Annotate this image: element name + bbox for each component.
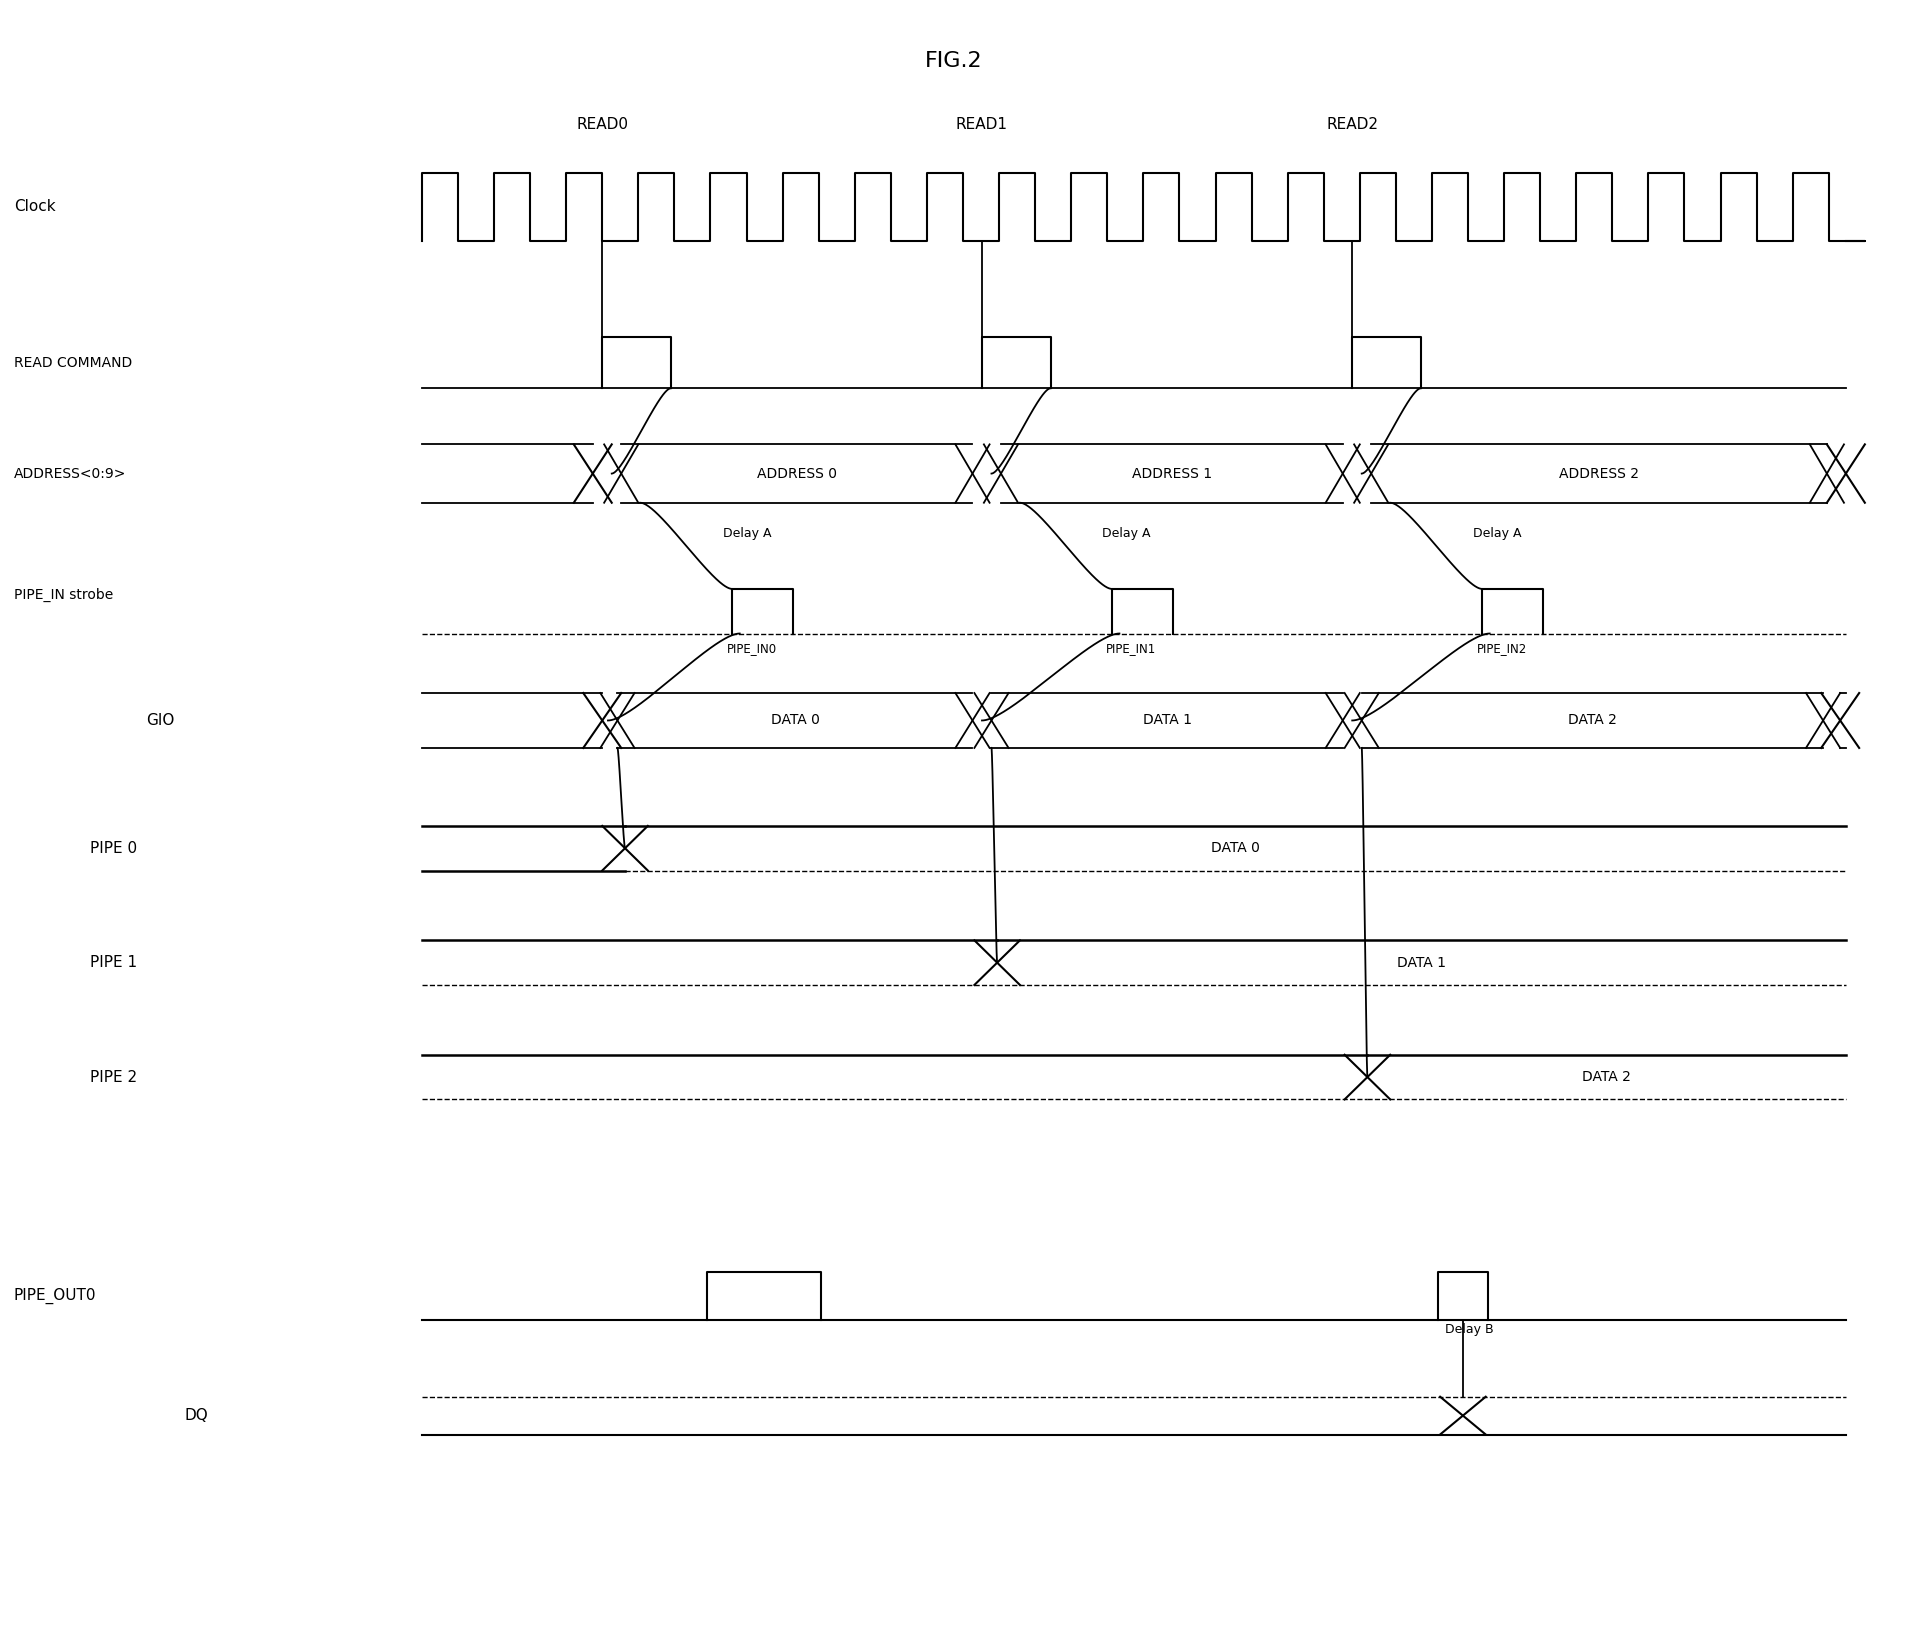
Text: ADDRESS<0:9>: ADDRESS<0:9> [13,467,126,480]
Text: DATA 1: DATA 1 [1142,713,1192,728]
Text: READ2: READ2 [1325,117,1379,131]
Text: ADDRESS 1: ADDRESS 1 [1131,467,1213,480]
Text: Delay B: Delay B [1446,1323,1493,1336]
Text: Clock: Clock [13,199,55,214]
Text: DATA 1: DATA 1 [1398,956,1446,969]
Text: PIPE_IN2: PIPE_IN2 [1476,642,1528,654]
Text: READ COMMAND: READ COMMAND [13,355,132,370]
Text: PIPE_IN strobe: PIPE_IN strobe [13,588,113,601]
Text: ADDRESS 2: ADDRESS 2 [1560,467,1638,480]
Text: READ0: READ0 [576,117,627,131]
Text: DATA 0: DATA 0 [1211,841,1261,856]
Text: FIG.2: FIG.2 [925,51,982,71]
Text: Delay A: Delay A [1472,527,1522,541]
Text: DATA 0: DATA 0 [770,713,820,728]
Text: Delay A: Delay A [1102,527,1150,541]
Text: PIPE_OUT0: PIPE_OUT0 [13,1288,95,1305]
Text: PIPE 0: PIPE 0 [90,841,137,856]
Text: READ1: READ1 [955,117,1009,131]
Text: ADDRESS 0: ADDRESS 0 [757,467,837,480]
Text: GIO: GIO [147,713,175,728]
Text: DQ: DQ [185,1408,208,1423]
Text: PIPE 1: PIPE 1 [90,955,137,969]
Text: PIPE_IN1: PIPE_IN1 [1106,642,1156,654]
Text: PIPE_IN0: PIPE_IN0 [727,642,776,654]
Text: PIPE 2: PIPE 2 [90,1070,137,1084]
Text: Delay A: Delay A [723,527,770,541]
Text: DATA 2: DATA 2 [1583,1070,1630,1084]
Text: DATA 2: DATA 2 [1568,713,1617,728]
